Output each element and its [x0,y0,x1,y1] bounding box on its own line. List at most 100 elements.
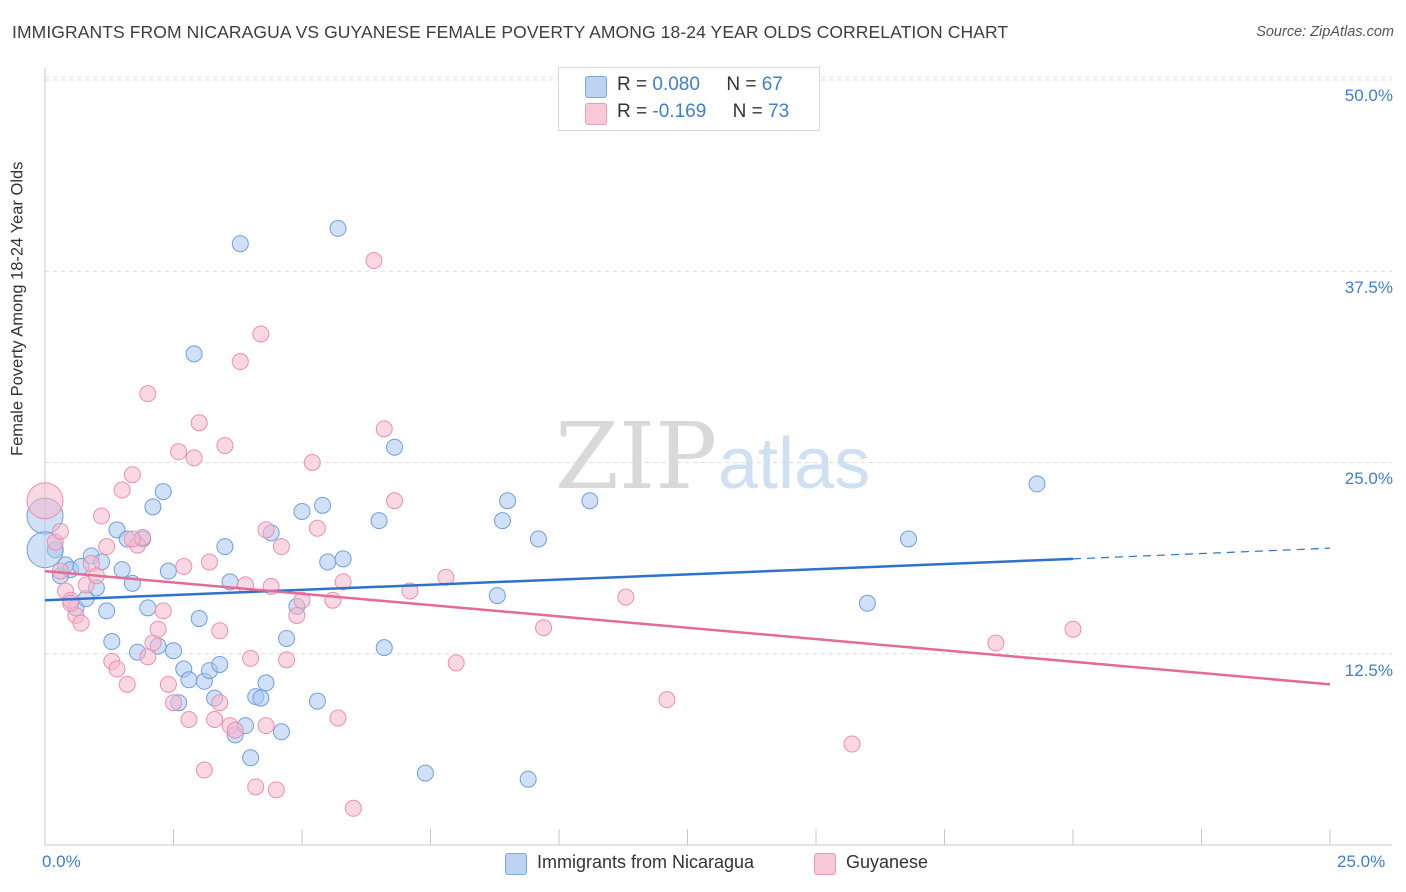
guyanese-point [303,454,321,471]
nicaragua-point [900,530,918,548]
guyanese-point [211,622,229,640]
guyanese-point [344,799,362,817]
guyanese-point [375,420,393,438]
guyanese-point [62,594,80,612]
nicaragua-point [519,770,537,788]
guyanese-point [185,449,203,467]
guyanese-point [26,482,64,520]
nicaragua-point [278,629,296,647]
guyanese-point [267,781,285,799]
nicaragua-point [242,749,260,767]
guyanese-point [308,519,326,537]
y-tick-label-50: 50.0% [1344,86,1393,105]
nicaragua-point [103,633,121,651]
guyanese-point [123,466,141,484]
nicaragua-point [180,671,198,689]
guyanese-point [401,582,419,600]
guyanese-point [293,591,311,609]
guyanese-point [257,717,275,735]
guyanese-point [242,649,260,667]
guyanese-point [190,414,208,432]
nicaragua-point [272,723,290,741]
nicaragua-point [329,219,347,237]
y-tick-label-25: 25.0% [1344,469,1393,488]
guyanese-point [1064,620,1082,638]
guyanese-trend-line [44,569,1331,686]
guyanese-point [139,648,157,666]
guyanese-point [149,620,167,638]
guyanese-point [365,252,383,270]
guyanese-point [211,694,229,712]
r-value: 0.080 [652,74,700,95]
guyanese-point [447,654,465,672]
nicaragua-point [314,496,332,514]
guyanese-point [159,675,177,693]
nicaragua-point [154,483,172,501]
guyanese-point [987,634,1005,652]
guyanese-point [113,481,131,499]
nicaragua-point [98,602,116,620]
guyanese-point [257,521,275,539]
nicaragua-point [581,492,599,510]
legend-label: Immigrants from Nicaragua [537,852,755,872]
nicaragua-point [858,594,876,612]
y-tick-label-37-5: 37.5% [1344,278,1393,297]
n-value: 67 [761,74,783,95]
legend-label: Guyanese [846,852,929,872]
n-value: 73 [768,101,790,122]
guyanese-point [154,602,172,620]
pink-swatch-icon [814,853,836,875]
stats-legend: R = 0.080 N = 67 R = -0.169 N = 73 [558,67,820,131]
guyanese-point [231,353,249,371]
guyanese-point [843,735,861,753]
nicaragua-point [159,562,177,580]
guyanese-point [272,538,290,556]
guyanese-point [278,651,296,669]
guyanese-point [288,607,306,624]
guyanese-point [386,492,404,510]
nicaragua-point [529,530,547,548]
nicaragua-point [257,674,275,692]
nicaragua-point [1028,475,1046,493]
nicaragua-point [252,689,270,707]
chart-title: IMMIGRANTS FROM NICARAGUA VS GUYANESE FE… [12,22,1009,42]
guyanese-point [200,553,218,571]
r-label: R = [617,101,648,122]
nicaragua-point [416,764,434,782]
guyanese-point [98,538,116,556]
guyanese-point [175,558,193,576]
x-tick-label-25: 25.0% [1337,852,1386,871]
guyanese-point [206,711,224,729]
guyanese-point [247,778,265,796]
nicaragua-point [231,235,249,253]
guyanese-point [334,573,352,591]
guyanese-point [108,660,126,678]
guyanese-point [170,443,188,461]
nicaragua-point [334,550,352,568]
nicaragua-point [185,345,203,363]
nicaragua-point [308,692,326,710]
y-tick-label-12-5: 12.5% [1344,661,1393,680]
nicaragua-trend-extension [1072,547,1331,560]
nicaragua-point [211,655,229,673]
guyanese-point [195,761,213,779]
guyanese-point [252,325,270,343]
nicaragua-point [319,553,337,571]
guyanese-point [72,614,90,632]
nicaragua-point [375,639,393,657]
nicaragua-point [165,642,182,660]
guyanese-point [139,385,157,403]
guyanese-point [93,507,111,525]
nicaragua-point [370,512,388,530]
pink-swatch-icon [585,103,607,125]
nicaragua-trend-line [44,557,1074,602]
nicaragua-point [190,610,208,628]
n-label: N = [726,74,757,95]
guyanese-point [216,437,234,455]
watermark-atlas: atlas [718,424,870,504]
nicaragua-point [488,587,506,605]
nicaragua-point [139,599,157,617]
n-label: N = [732,101,763,122]
nicaragua-point [386,438,404,456]
